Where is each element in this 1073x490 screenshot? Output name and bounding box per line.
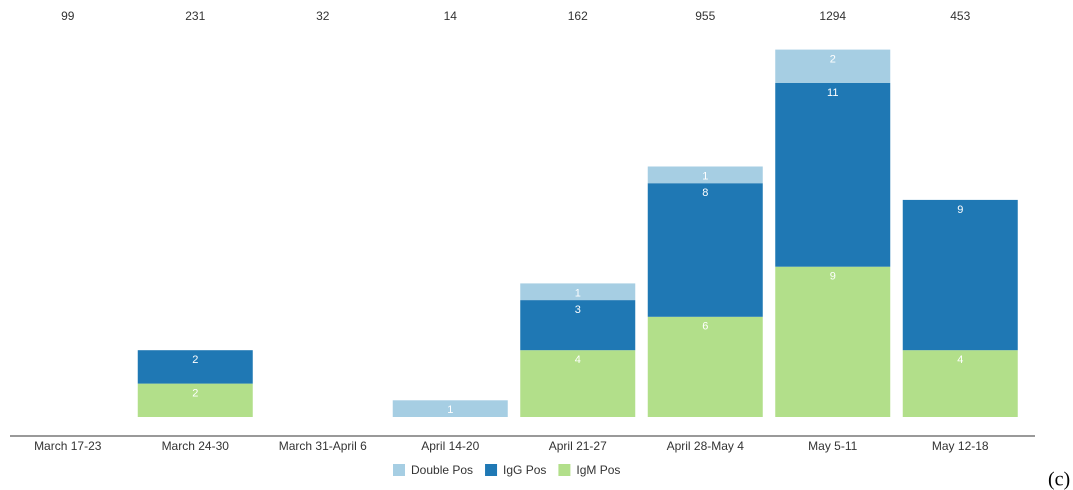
bar-segment xyxy=(520,300,636,351)
x-tick-label: March 17-23 xyxy=(34,439,102,453)
data-label: 9 xyxy=(957,204,963,216)
data-label: 1 xyxy=(702,170,708,182)
bar-segment xyxy=(647,183,763,317)
x-tick-label: May 5-11 xyxy=(808,439,857,453)
sample-count: 14 xyxy=(444,9,458,23)
bar-segment xyxy=(775,266,891,417)
bar-segment xyxy=(902,350,1018,417)
bar-segment xyxy=(902,199,1018,351)
bar-segment xyxy=(392,400,508,417)
data-label: 4 xyxy=(575,354,581,366)
data-label: 8 xyxy=(702,187,708,199)
bar-segment xyxy=(775,49,891,83)
panel-label: (c) xyxy=(1048,469,1070,490)
bar-segment xyxy=(647,166,763,184)
data-label: 2 xyxy=(830,54,836,66)
data-label: 2 xyxy=(192,354,198,366)
sample-count: 32 xyxy=(316,9,330,23)
data-label: 4 xyxy=(957,354,963,366)
legend-swatch xyxy=(485,464,498,476)
data-label: 1 xyxy=(575,287,581,299)
x-tick-label: April 28-May 4 xyxy=(667,439,745,453)
bar-segment xyxy=(137,350,253,384)
legend-swatch xyxy=(558,464,571,476)
x-tick-label: May 12-18 xyxy=(932,439,989,453)
sample-count: 955 xyxy=(695,9,715,23)
legend-label: IgM Pos xyxy=(576,463,620,477)
legend-label: Double Pos xyxy=(411,463,473,477)
data-label: 11 xyxy=(827,87,838,99)
bar-segment xyxy=(647,316,763,417)
x-tick-label: April 21-27 xyxy=(549,439,607,453)
bar-segment xyxy=(520,283,636,301)
x-tick-label: March 24-30 xyxy=(162,439,230,453)
bar-segment xyxy=(137,383,253,417)
bar-segment xyxy=(520,350,636,417)
bar-segment xyxy=(775,83,891,267)
sample-count: 231 xyxy=(185,9,205,23)
x-tick-label: March 31-April 6 xyxy=(279,439,367,453)
legend-label: IgG Pos xyxy=(503,463,546,477)
data-label: 6 xyxy=(702,321,708,333)
sample-count: 1294 xyxy=(819,9,846,23)
sample-count: 99 xyxy=(61,9,75,23)
sample-count: 453 xyxy=(950,9,970,23)
data-label: 9 xyxy=(830,271,836,283)
data-label: 2 xyxy=(192,388,198,400)
sample-count: 162 xyxy=(568,9,588,23)
legend-swatch xyxy=(393,464,405,476)
data-label: 3 xyxy=(575,304,581,316)
data-label: 1 xyxy=(447,404,453,416)
x-tick-label: April 14-20 xyxy=(421,439,479,453)
